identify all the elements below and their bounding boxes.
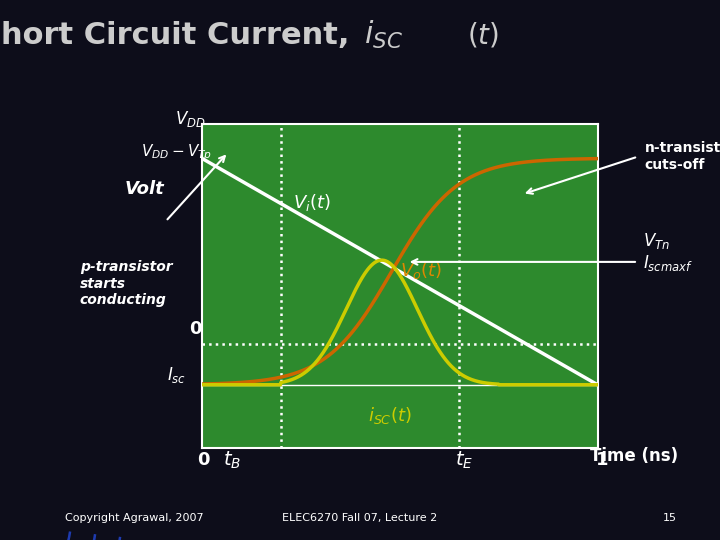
Text: $i_{SC}$: $i_{SC}$ xyxy=(364,19,402,51)
Text: ELEC6270 Fall 07, Lecture 2: ELEC6270 Fall 07, Lecture 2 xyxy=(282,514,438,523)
Text: Copyright Agrawal, 2007: Copyright Agrawal, 2007 xyxy=(65,514,204,523)
Text: 0: 0 xyxy=(197,451,210,469)
Text: $i_{SC}(t)$: $i_{SC}(t)$ xyxy=(368,405,412,426)
Text: $V_{DD} - V_{Tp}$: $V_{DD} - V_{Tp}$ xyxy=(141,142,212,163)
Text: $t_E$: $t_E$ xyxy=(454,449,473,471)
Text: 0: 0 xyxy=(189,320,202,339)
Text: $I_{sc}$: $I_{sc}$ xyxy=(167,365,186,386)
Text: $(t)$: $(t)$ xyxy=(467,21,499,50)
Text: $t_B$: $t_B$ xyxy=(223,449,242,471)
Text: Short Circuit Current,: Short Circuit Current, xyxy=(0,21,360,50)
Text: $V_o(t)$: $V_o(t)$ xyxy=(400,260,441,281)
Text: Volt: Volt xyxy=(124,180,164,198)
Text: $V_{Tn}$: $V_{Tn}$ xyxy=(643,231,670,252)
Text: Time (ns): Time (ns) xyxy=(590,447,678,465)
Text: 15: 15 xyxy=(662,514,677,523)
Text: n-transistor
cuts-off: n-transistor cuts-off xyxy=(644,141,720,172)
Text: p-transistor
starts
conducting: p-transistor starts conducting xyxy=(80,260,172,307)
Text: $V_i(t)$: $V_i(t)$ xyxy=(292,192,330,213)
Text: $I_{scmaxf}$: $I_{scmaxf}$ xyxy=(643,253,693,273)
Text: $V_{DD}$: $V_{DD}$ xyxy=(176,109,206,129)
Text: 1: 1 xyxy=(595,451,608,469)
